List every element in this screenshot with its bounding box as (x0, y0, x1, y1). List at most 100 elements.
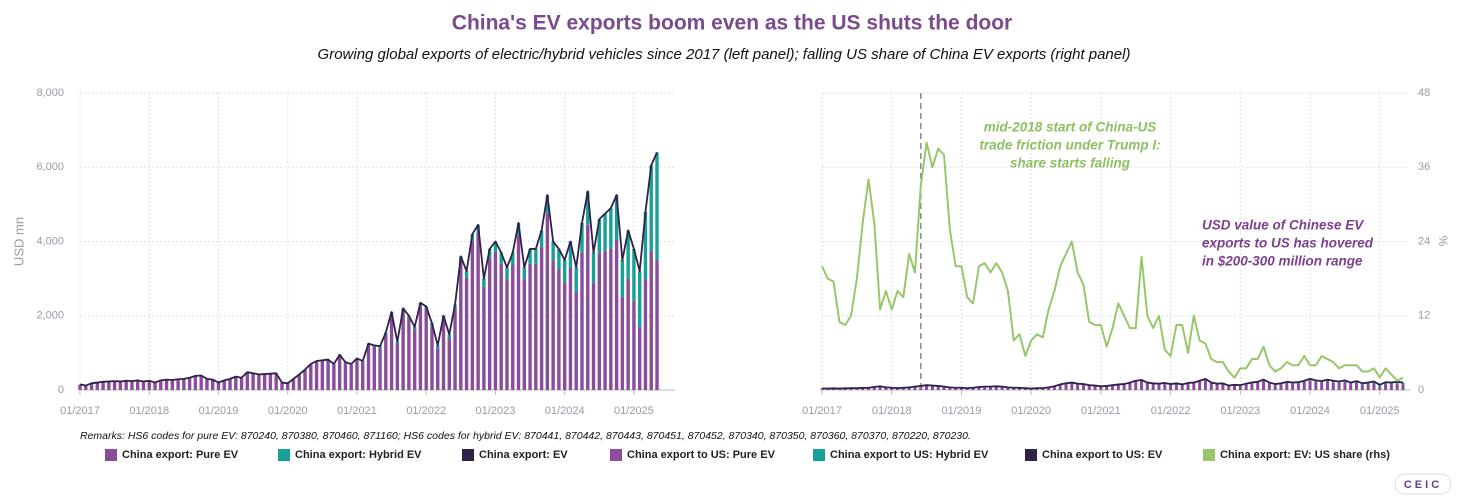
legend-label: China export: Hybrid EV (295, 449, 422, 461)
bar (609, 208, 613, 249)
bar (913, 386, 917, 390)
bar (1209, 383, 1213, 390)
bar (447, 334, 451, 339)
bar (459, 261, 463, 390)
legend-label: China export: EV (479, 449, 568, 461)
bar (1372, 382, 1376, 390)
bar (1180, 385, 1184, 390)
bar (1291, 383, 1295, 390)
bar (580, 222, 584, 253)
bar (511, 264, 515, 390)
bar (603, 213, 607, 251)
bar (118, 381, 123, 390)
bar (890, 387, 894, 390)
legend-swatch (610, 449, 622, 461)
bar (591, 282, 596, 390)
bar (954, 387, 958, 390)
bar (1337, 382, 1341, 390)
bar (936, 385, 940, 390)
bar (280, 382, 284, 390)
bar (499, 263, 503, 390)
bar (511, 252, 515, 265)
legend-label: China export: EV: US share (rhs) (1220, 449, 1390, 461)
x-tick-label: 01/2018 (872, 405, 912, 417)
bar (395, 343, 400, 390)
bar (493, 241, 498, 252)
bar (626, 230, 630, 279)
bar (205, 379, 209, 390)
bar (1302, 381, 1306, 390)
bar (147, 381, 151, 390)
bar (930, 385, 934, 390)
bar (557, 269, 561, 390)
bar (655, 152, 659, 261)
bar (355, 359, 359, 390)
bar (78, 384, 82, 390)
x-tick-label: 01/2025 (614, 405, 654, 417)
bar (655, 260, 659, 390)
y-axis-label: USD mn (11, 217, 26, 266)
bar (314, 361, 319, 390)
bar (482, 278, 486, 287)
bar (487, 258, 492, 390)
bar (476, 232, 480, 390)
annotation-text: exports to US has hovered (1202, 236, 1374, 251)
bar (1000, 386, 1004, 390)
bar (182, 379, 186, 390)
bar (1052, 386, 1056, 390)
logo-badge (1394, 473, 1452, 495)
bar (1076, 383, 1080, 390)
bar (1099, 386, 1103, 390)
x-tick-label: 01/2022 (406, 405, 446, 417)
bar (568, 267, 573, 390)
bar (320, 361, 325, 390)
bar (447, 338, 451, 390)
bar (234, 377, 238, 390)
bar (1314, 381, 1318, 390)
bar (245, 372, 250, 390)
bar (1192, 383, 1196, 390)
bar (436, 348, 440, 390)
bar (948, 387, 952, 390)
bar (95, 382, 100, 390)
y-tick-label: 8,000 (36, 87, 64, 99)
bar (1395, 383, 1399, 390)
legend-swatch (813, 449, 825, 461)
bar (1401, 382, 1405, 385)
bar (384, 334, 388, 390)
bar (603, 250, 607, 390)
bar (1047, 387, 1051, 390)
annotation-text: share starts falling (1010, 156, 1131, 171)
bar (332, 364, 336, 390)
bar (557, 248, 561, 270)
bar (1395, 381, 1399, 384)
bar (534, 248, 538, 264)
bar (349, 364, 353, 390)
bar (643, 211, 648, 279)
bar (441, 319, 446, 390)
bar (1169, 384, 1173, 390)
x-tick-label: 01/2017 (60, 405, 100, 417)
bar (649, 165, 653, 251)
bar (136, 380, 140, 390)
bar (453, 309, 457, 390)
x-tick-label: 01/2022 (1151, 405, 1191, 417)
legend-swatch (278, 449, 290, 461)
bar (614, 195, 619, 240)
bar (872, 387, 876, 390)
bar (1116, 384, 1120, 390)
logo: CEIC (1404, 479, 1442, 491)
bar (1267, 383, 1271, 390)
bar (89, 383, 94, 390)
bar (1093, 385, 1097, 390)
y2-tick-label: 36 (1418, 161, 1430, 173)
bar (412, 329, 417, 390)
bar (412, 326, 417, 330)
bar (971, 387, 975, 390)
bar (1023, 388, 1027, 390)
bar (309, 364, 313, 390)
x-tick-label: 01/2024 (545, 405, 585, 417)
bar (1256, 382, 1260, 390)
bar (1360, 384, 1364, 390)
bar (1308, 380, 1312, 390)
